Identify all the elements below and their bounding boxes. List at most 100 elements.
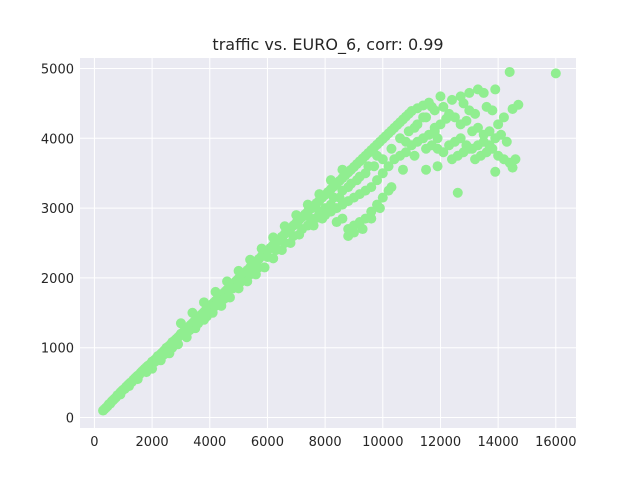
data-point xyxy=(510,154,521,165)
data-point xyxy=(374,203,385,214)
data-point xyxy=(314,189,325,200)
data-point xyxy=(184,325,195,336)
data-point xyxy=(484,140,495,151)
data-point xyxy=(253,262,264,273)
data-point xyxy=(493,119,504,130)
data-point xyxy=(245,254,256,265)
y-tick-label: 5000 xyxy=(41,62,74,77)
data-point xyxy=(366,213,377,224)
data-point xyxy=(222,276,233,287)
data-point xyxy=(199,297,209,308)
data-point xyxy=(426,101,437,112)
data-point xyxy=(472,122,483,133)
data-point xyxy=(498,112,509,123)
data-point xyxy=(233,265,244,276)
data-point xyxy=(337,185,348,196)
data-point xyxy=(507,162,518,173)
data-point xyxy=(227,283,238,294)
data-point xyxy=(297,224,308,235)
data-point xyxy=(348,227,359,238)
x-tick-label: 16000 xyxy=(535,435,576,450)
y-tick-label: 0 xyxy=(66,412,74,427)
plot-background xyxy=(80,58,576,428)
data-point xyxy=(262,251,273,262)
data-point xyxy=(357,224,368,235)
y-tick-label: 3000 xyxy=(41,202,74,217)
data-point xyxy=(496,129,507,140)
data-point xyxy=(464,87,475,98)
data-point xyxy=(201,311,212,322)
data-point xyxy=(372,175,383,186)
data-point xyxy=(478,87,489,98)
data-point xyxy=(409,150,420,161)
data-point xyxy=(449,112,460,123)
data-point xyxy=(400,136,411,147)
data-point xyxy=(438,101,449,112)
data-point xyxy=(279,221,290,232)
x-tick-label: 0 xyxy=(90,435,98,450)
data-point xyxy=(507,103,518,114)
data-point xyxy=(435,119,446,130)
data-point xyxy=(158,349,169,360)
x-tick-label: 6000 xyxy=(251,435,284,450)
data-point xyxy=(328,192,339,203)
data-point xyxy=(377,192,388,203)
x-tick-labels: 0 2000 4000 6000 8000 10000 12000 14000 16000 xyxy=(90,435,576,450)
data-point xyxy=(458,98,469,109)
data-point xyxy=(175,318,186,329)
data-point xyxy=(386,143,397,154)
data-point xyxy=(314,206,325,217)
data-point xyxy=(302,199,313,210)
data-point xyxy=(219,293,230,304)
data-point xyxy=(210,286,221,297)
data-point xyxy=(452,187,463,198)
data-point xyxy=(236,276,247,287)
data-point xyxy=(245,269,256,280)
data-point xyxy=(187,307,198,318)
data-point xyxy=(291,210,302,221)
data-point xyxy=(432,161,443,172)
data-point xyxy=(372,150,383,161)
data-point xyxy=(461,115,472,126)
data-point xyxy=(363,161,374,172)
y-tick-label: 1000 xyxy=(41,342,74,357)
data-point xyxy=(455,133,466,144)
data-point xyxy=(366,206,377,217)
data-point xyxy=(421,164,432,175)
data-point xyxy=(490,166,501,177)
data-point xyxy=(305,213,316,224)
data-point xyxy=(337,213,348,224)
data-point xyxy=(141,367,152,378)
data-point xyxy=(366,182,377,193)
data-point xyxy=(167,342,178,353)
data-point xyxy=(124,381,135,392)
data-point xyxy=(484,126,495,137)
data-point xyxy=(409,122,420,133)
data-point xyxy=(501,136,512,147)
data-point xyxy=(288,231,299,242)
x-tick-label: 4000 xyxy=(193,435,226,450)
x-tick-label: 10000 xyxy=(362,435,403,450)
data-point xyxy=(504,66,515,77)
data-point xyxy=(447,94,457,105)
data-point xyxy=(115,389,126,400)
x-tick-label: 8000 xyxy=(309,435,342,450)
data-point xyxy=(487,105,498,116)
data-point xyxy=(268,232,279,243)
data-point xyxy=(470,108,481,119)
data-point xyxy=(435,91,446,102)
data-point xyxy=(490,84,501,95)
data-point xyxy=(279,238,290,248)
x-tick-label: 14000 xyxy=(477,435,518,450)
data-point xyxy=(386,182,397,193)
data-point xyxy=(337,164,348,175)
data-point xyxy=(354,171,365,182)
chart-title: traffic vs. EURO_6, corr: 0.99 xyxy=(212,35,443,55)
data-point xyxy=(418,112,429,123)
y-tick-labels: 0 1000 2000 3000 4000 5000 xyxy=(41,62,74,426)
x-tick-label: 2000 xyxy=(136,435,169,450)
data-point xyxy=(400,147,411,158)
y-tick-label: 4000 xyxy=(41,132,74,147)
y-tick-label: 2000 xyxy=(41,272,74,287)
